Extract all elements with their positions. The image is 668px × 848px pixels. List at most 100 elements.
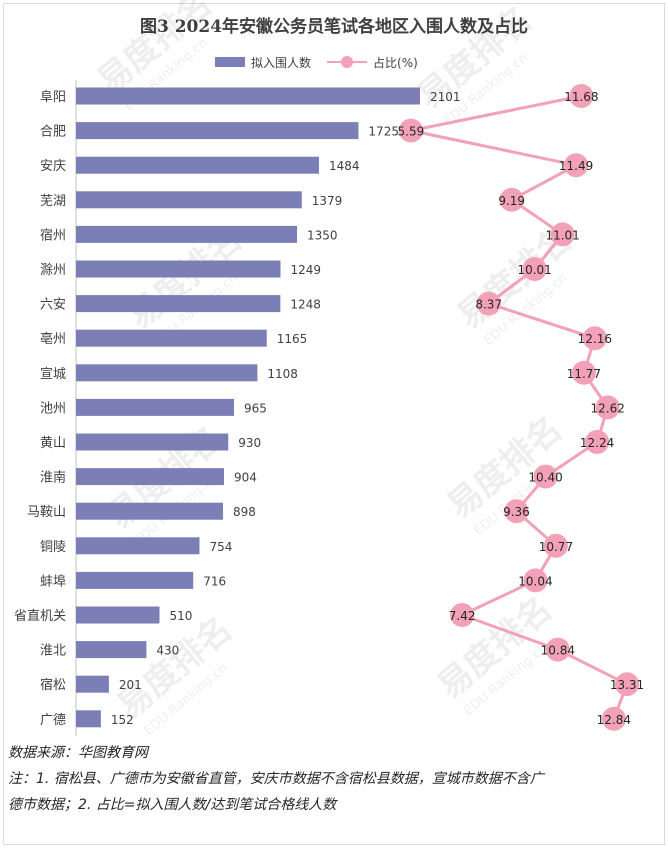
note-line-1: 注：1. 宿松县、广德市为安徽省直管，安庆市数据不含宿松县数据，宣城市数据不含广 — [8, 771, 544, 787]
category-label: 广德 — [40, 713, 66, 728]
legend-bar-label: 拟入围人数 — [251, 55, 312, 70]
pct-value-label: 5.59 — [398, 125, 425, 139]
note-line-2: 德市数据；2. 占比=拟入围人数/达到笔试合格线人数 — [8, 797, 337, 813]
bar-value-label: 1108 — [267, 367, 298, 381]
category-label: 合肥 — [40, 125, 66, 140]
pct-value-label: 13.31 — [610, 678, 644, 692]
pct-marker — [522, 257, 547, 281]
pct-marker — [601, 706, 626, 731]
pct-value-label: 12.16 — [578, 332, 612, 346]
pct-value-label: 9.36 — [503, 505, 530, 519]
bar-value-label: 965 — [244, 401, 267, 415]
bar — [76, 675, 109, 693]
pct-value-label: 10.84 — [541, 644, 575, 658]
chart-frame — [3, 3, 665, 845]
bar — [76, 710, 101, 728]
category-label: 宿州 — [40, 227, 66, 243]
pct-value-label: 7.42 — [449, 609, 476, 623]
bar-value-label: 1165 — [277, 332, 308, 346]
category-label: 芜湖 — [40, 194, 66, 209]
category-label: 淮北 — [40, 644, 66, 659]
pct-marker — [545, 637, 570, 662]
bar-value-label: 1350 — [307, 228, 338, 242]
pct-marker — [595, 395, 620, 420]
category-label: 宿松 — [40, 677, 66, 693]
bar-value-label: 1379 — [312, 194, 343, 208]
category-label: 安庆 — [40, 159, 66, 174]
pct-value-label: 10.77 — [539, 540, 573, 554]
pct-value-label: 10.40 — [528, 471, 562, 485]
bar — [76, 606, 160, 624]
bar-value-label: 904 — [234, 471, 257, 485]
category-label: 蚌埠 — [40, 574, 66, 589]
bar-value-label: 201 — [119, 678, 142, 692]
category-label: 淮南 — [40, 470, 66, 486]
category-label: 六安 — [40, 298, 66, 313]
pct-marker — [582, 326, 607, 351]
bar-value-label: 930 — [238, 436, 261, 450]
chart-title: 图3 2024年安徽公务员笔试各地区入围人数及占比 — [139, 17, 529, 37]
legend-bar-swatch — [215, 57, 245, 67]
bar — [76, 329, 267, 347]
bar — [76, 641, 147, 659]
bar-value-label: 430 — [156, 644, 179, 658]
pct-value-label: 12.84 — [597, 713, 631, 727]
bar — [76, 398, 235, 416]
pct-value-label: 8.37 — [475, 298, 502, 312]
category-label: 铜陵 — [40, 540, 66, 555]
bar — [76, 191, 302, 209]
bar-value-label: 1484 — [329, 159, 360, 173]
pct-marker — [476, 291, 501, 316]
pct-marker — [499, 187, 524, 212]
category-label: 省直机关 — [14, 609, 66, 624]
bar-value-label: 152 — [111, 713, 134, 727]
bar — [76, 122, 359, 140]
pct-marker — [550, 222, 575, 247]
category-label: 池州 — [40, 401, 66, 416]
bar — [76, 260, 281, 278]
pct-marker — [450, 603, 475, 627]
category-label: 滁州 — [40, 262, 66, 278]
bar — [76, 156, 319, 174]
bar-value-label: 510 — [170, 609, 193, 623]
pct-value-label: 12.24 — [580, 436, 614, 450]
legend: 拟入围人数 占比(%) — [215, 52, 418, 72]
pct-marker — [615, 672, 639, 697]
pct-marker — [585, 430, 610, 454]
category-label: 宣城 — [40, 366, 66, 382]
data-source: 数据来源：华图教育网 — [8, 745, 148, 761]
bar — [76, 87, 420, 105]
pct-marker — [504, 499, 529, 524]
category-label: 亳州 — [40, 331, 66, 347]
category-label: 阜阳 — [40, 89, 66, 105]
bar — [76, 433, 229, 451]
pct-marker — [571, 360, 596, 385]
bar-value-label: 1249 — [291, 263, 322, 277]
pct-value-label: 11.01 — [545, 228, 579, 242]
bar — [76, 295, 281, 313]
legend-line-swatch — [327, 56, 368, 68]
bar — [76, 571, 194, 589]
category-label: 黄山 — [40, 436, 66, 451]
legend-line-label: 占比(%) — [373, 55, 418, 70]
bar-value-label: 754 — [209, 540, 232, 554]
bar — [76, 502, 224, 520]
bar — [76, 537, 200, 555]
pct-value-label: 11.49 — [559, 159, 593, 173]
bar — [76, 225, 298, 243]
bar-value-label: 716 — [203, 574, 226, 588]
bar-value-label: 2101 — [430, 90, 461, 104]
pct-marker — [569, 84, 594, 108]
category-label: 马鞍山 — [27, 504, 66, 520]
bar — [76, 364, 258, 382]
bar-value-label: 1725 — [368, 125, 399, 139]
pct-marker — [523, 568, 548, 593]
bar — [76, 468, 225, 486]
pct-value-label: 10.04 — [518, 574, 552, 588]
bar-value-label: 1248 — [290, 298, 321, 312]
pct-marker — [543, 533, 568, 558]
pct-value-label: 9.19 — [498, 194, 525, 208]
pct-value-label: 12.62 — [591, 401, 625, 415]
